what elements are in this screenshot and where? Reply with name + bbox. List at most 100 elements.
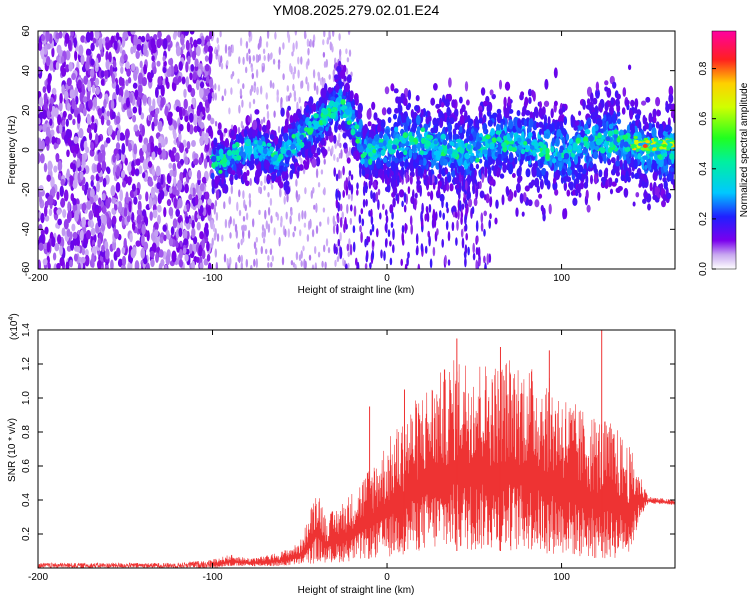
spectrogram-cell: [139, 60, 143, 69]
spectrogram-cell: [416, 126, 421, 132]
spectrogram-cell: [431, 148, 436, 159]
spectrogram-cell: [508, 151, 514, 163]
spectrogram-cell: [96, 181, 100, 193]
spectrogram-cell: [449, 183, 454, 192]
spectrogram-cell: [115, 83, 120, 96]
spectrogram-cell: [125, 79, 129, 87]
spectrogram-cell: [117, 258, 123, 268]
spectrogram-cell: [129, 189, 135, 199]
spectrogram-cell: [43, 92, 48, 103]
spectrogram-cell: [425, 116, 430, 125]
spectrogram-cell: [217, 84, 221, 92]
spectrogram-cell: [626, 124, 631, 135]
spectrogram-cell: [184, 253, 189, 262]
spectrogram-cell: [273, 227, 276, 236]
spectrogram-cell: [189, 243, 193, 254]
spectrogram-cell: [637, 152, 642, 160]
spectrogram-cell: [261, 124, 267, 133]
spectrogram-cell: [95, 133, 99, 145]
spectrogram-cell: [170, 226, 175, 236]
spectrogram-cell: [73, 136, 79, 145]
spectrogram-cell: [121, 180, 127, 188]
spectrogram-cell: [64, 32, 70, 44]
spectrogram-cell: [193, 125, 198, 133]
spectrogram-cell: [315, 202, 318, 213]
spectrogram-cell: [98, 38, 103, 51]
spectrogram-cell: [365, 147, 370, 154]
spectrogram-cell: [325, 238, 329, 247]
spectrogram-cell: [312, 69, 316, 79]
spectrogram-cell: [304, 187, 307, 195]
spectrogram-cell: [329, 41, 332, 51]
spectrogram-cell: [199, 262, 204, 269]
spectrogram-cell: [663, 180, 668, 190]
spectrogram-cell: [119, 189, 124, 202]
spectrogram-cell: [141, 124, 145, 137]
spectrogram-cell: [400, 142, 405, 148]
spectrogram-cell: [616, 118, 622, 125]
spectrogram-cell: [605, 144, 609, 154]
spectrogram-cell: [98, 197, 102, 206]
spectrogram-cell: [620, 174, 625, 182]
spectrogram-cell: [116, 165, 121, 177]
spectrogram-cell: [168, 237, 174, 247]
spectrogram-cell: [334, 142, 337, 150]
spectrogram-cell: [319, 221, 322, 227]
spectrogram-cell: [86, 115, 92, 125]
spectrogram-cell: [629, 123, 635, 133]
spectrogram-cell: [229, 216, 232, 225]
spectrogram-cell: [343, 75, 347, 82]
spectrogram-cell: [226, 59, 229, 66]
spectrogram-cell: [407, 102, 412, 109]
spectrogram-cell: [89, 31, 94, 42]
spectrogram-cell: [310, 190, 313, 199]
spectrogram-cell: [445, 134, 450, 141]
spectrogram-cell: [607, 115, 612, 123]
spectrogram-cell: [172, 162, 177, 171]
spectrogram-cell: [311, 229, 315, 238]
spectrogram-cell: [58, 31, 63, 39]
spectrogram-cell: [60, 178, 65, 186]
spectrogram-cell: [261, 231, 264, 239]
spectrogram-cell: [57, 160, 63, 172]
spectrogram-cell: [214, 227, 217, 238]
spectrogram-cell: [658, 127, 663, 138]
spectrogram-cell: [281, 170, 286, 180]
spectrogram-cell: [45, 31, 50, 42]
spectrogram-cell: [295, 40, 298, 50]
spectrogram-cell: [230, 87, 233, 95]
spectrogram-cell: [447, 122, 453, 133]
spectrogram-cell: [458, 126, 463, 134]
spectrogram-cell: [273, 154, 279, 159]
spectrogram-cell: [273, 110, 276, 118]
spectrogram-cell: [309, 38, 312, 48]
spectrogram-cell: [576, 172, 582, 180]
spectrogram-cell: [672, 114, 675, 124]
spectrogram-cell: [126, 215, 131, 223]
spectrogram-cell: [115, 181, 121, 193]
spectrogram-cell: [77, 79, 82, 89]
spectrogram-cell: [617, 185, 623, 191]
spectrogram-cell: [211, 186, 215, 195]
spectrogram-cell: [226, 149, 233, 156]
spectrogram-cell: [646, 158, 652, 169]
spectrogram-cell: [262, 48, 266, 55]
spectrogram-cell: [210, 202, 215, 210]
spectrogram-cell: [260, 118, 264, 125]
spectrogram-cell: [111, 111, 116, 119]
spectrogram-cell: [63, 90, 69, 101]
spectrogram-cell: [478, 158, 483, 164]
spectrogram-cell: [334, 120, 339, 127]
spectrogram-cell: [502, 163, 507, 173]
spectrogram-cell: [39, 233, 45, 246]
spectrogram-cell: [339, 48, 342, 57]
spectrogram-cell: [185, 39, 190, 51]
spectrogram-cell: [307, 140, 312, 151]
spectrogram-cell: [451, 170, 456, 178]
spectrogram-cell: [187, 84, 192, 93]
spectrogram-cell: [289, 215, 292, 225]
spectrogram-cell: [61, 84, 65, 95]
spectrogram-cell: [87, 48, 92, 56]
spectrogram-cell: [307, 120, 313, 126]
spectrogram-cell: [59, 123, 63, 134]
